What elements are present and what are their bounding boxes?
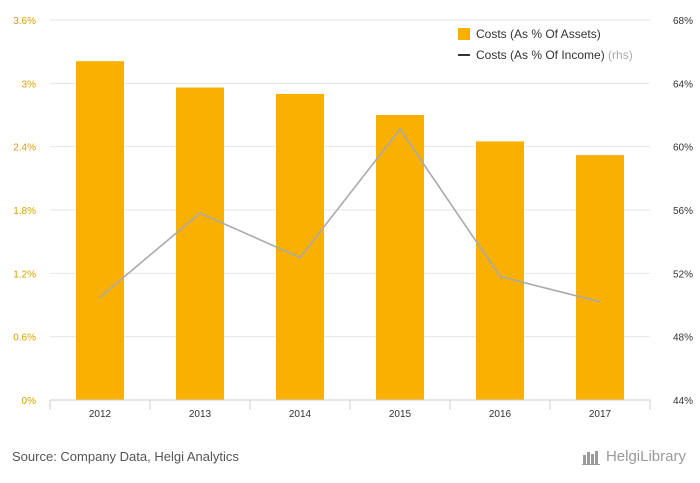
right-tick-label: 52% (673, 269, 693, 280)
legend-line-label-text: Costs (As % Of Income) (476, 48, 605, 62)
left-tick-label: 3% (22, 79, 37, 90)
bar (376, 115, 424, 400)
x-tick-label: 2016 (489, 409, 512, 420)
x-tick-label: 2017 (589, 409, 612, 420)
right-tick-label: 44% (673, 396, 693, 407)
left-axis: 0% 0.6% 1.2% 1.8% 2.4% 3% 3.6% (13, 16, 36, 407)
left-tick-label: 1.2% (13, 269, 36, 280)
source-note: Source: Company Data, Helgi Analytics (12, 449, 239, 464)
line-path (99, 127, 601, 303)
chart-svg: 0% 0.6% 1.2% 1.8% 2.4% 3% 3.6% 44% 48% 52% 56% 60%… (13, 16, 693, 420)
line-point (399, 128, 401, 131)
gridlines (50, 19, 650, 401)
right-tick-label: 56% (673, 206, 693, 217)
library-icon (581, 450, 600, 465)
brand-logo[interactable]: HelgiLibrary (581, 448, 686, 465)
line-point (199, 212, 201, 214)
line-point (99, 296, 101, 298)
line-point (299, 256, 301, 259)
legend-bar-label: Costs (As % Of Assets) (476, 27, 601, 41)
line-point (499, 275, 501, 278)
right-axis: 44% 48% 52% 56% 60% 64% 68% (673, 16, 693, 407)
right-tick-label: 48% (673, 333, 693, 344)
x-axis: 2012 2013 2014 2015 2016 2017 (49, 399, 651, 420)
right-tick-label: 64% (673, 79, 693, 90)
left-tick-label: 0.6% (13, 333, 36, 344)
legend-bar-swatch (458, 28, 470, 40)
bar (576, 155, 624, 400)
legend-rhs-suffix: (rhs) (608, 48, 633, 62)
left-tick-label: 0% (22, 396, 37, 407)
right-tick-label: 68% (673, 16, 693, 27)
line-series (99, 127, 601, 303)
x-tick-label: 2014 (289, 409, 312, 420)
legend-line-label: Costs (As % Of Income) (rhs) (476, 48, 633, 62)
left-tick-label: 3.6% (13, 16, 36, 27)
x-tick-label: 2013 (189, 409, 212, 420)
x-tick-label: 2015 (389, 409, 412, 420)
legend: Costs (As % Of Assets) Costs (As % Of In… (458, 27, 633, 62)
bar-series (76, 61, 624, 401)
x-tick-label: 2012 (89, 409, 112, 420)
bar (76, 61, 124, 401)
left-tick-label: 2.4% (13, 143, 36, 154)
bar (276, 93, 324, 400)
bar (176, 87, 224, 401)
line-point (599, 301, 601, 303)
brand-name: HelgiLibrary (605, 448, 686, 465)
bar (476, 141, 524, 400)
right-tick-label: 60% (673, 143, 693, 154)
left-tick-label: 1.8% (13, 206, 36, 217)
